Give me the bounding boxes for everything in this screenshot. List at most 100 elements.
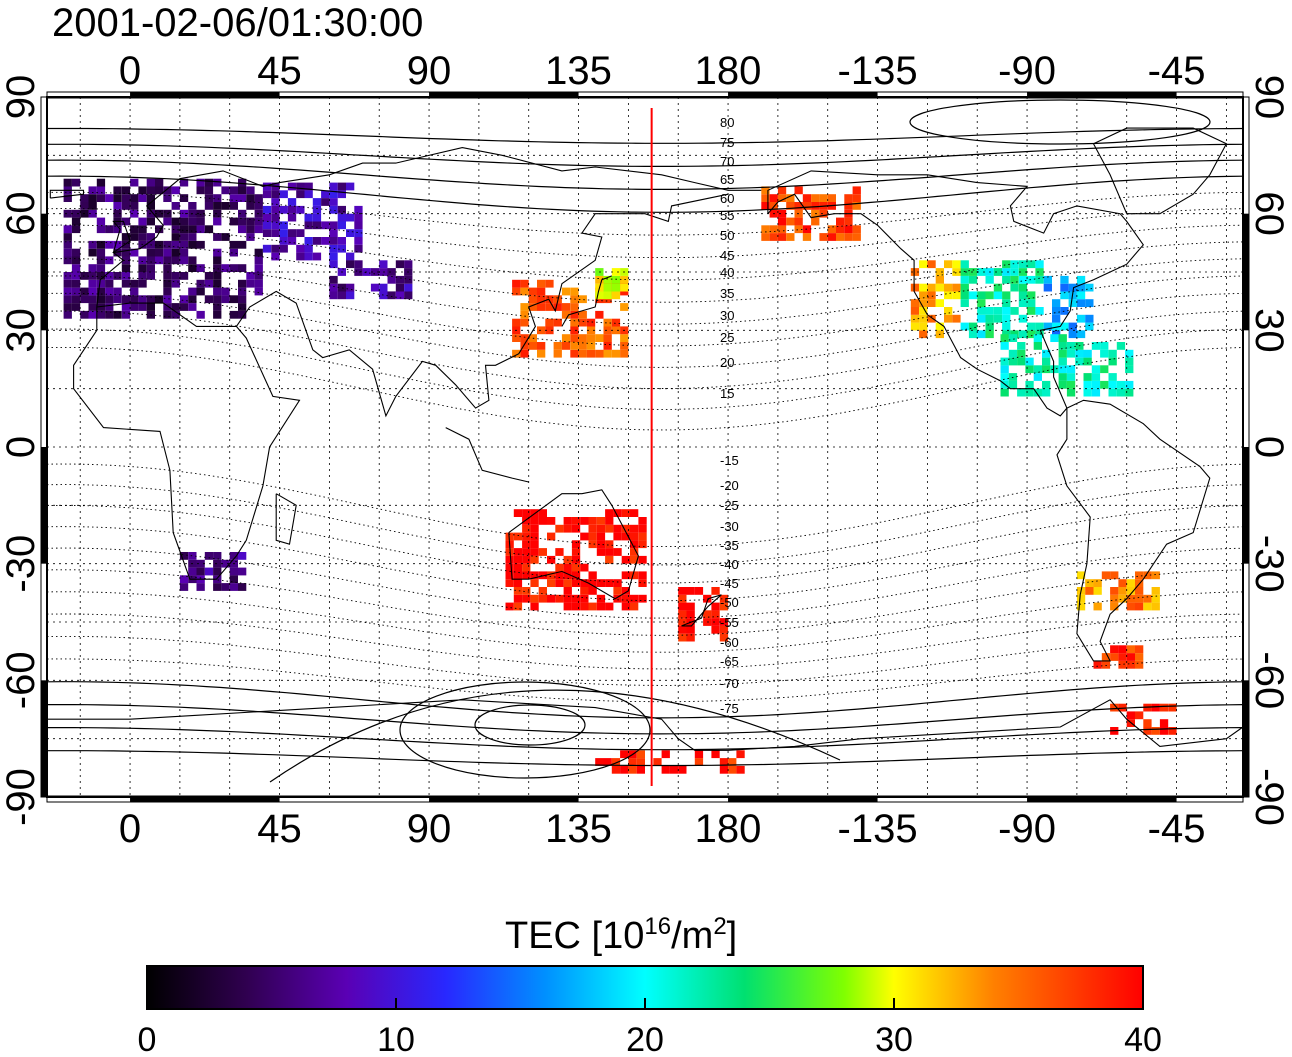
tec-cell xyxy=(919,283,928,292)
tec-cell xyxy=(71,225,81,234)
tec-cell xyxy=(977,314,986,323)
tec-cell xyxy=(213,287,222,296)
tec-cell xyxy=(1000,357,1009,366)
contour-line xyxy=(46,569,1244,636)
x-tick-label: 90 xyxy=(407,807,452,851)
tec-cell xyxy=(1135,602,1144,611)
tec-cell xyxy=(1101,653,1111,661)
figure-title: 2001-02-06/01:30:00 xyxy=(52,1,423,45)
y-tick-label: -60 xyxy=(1247,651,1291,709)
tec-cell xyxy=(262,182,272,191)
tec-cell xyxy=(630,594,639,603)
tec-cell xyxy=(80,202,89,210)
tec-cell xyxy=(238,279,247,288)
tec-cell xyxy=(138,186,147,195)
tec-cell xyxy=(88,279,97,288)
tec-cell xyxy=(188,295,197,304)
tec-cell xyxy=(130,178,139,187)
tec-cell xyxy=(985,322,994,331)
tec-cell xyxy=(1035,322,1044,331)
tec-cell xyxy=(1058,373,1067,381)
tec-cell xyxy=(605,555,614,564)
tec-cell xyxy=(522,532,531,541)
tec-cell xyxy=(586,318,596,327)
tec-cell xyxy=(719,602,729,611)
tec-cell xyxy=(346,213,355,222)
tec-cell xyxy=(960,275,969,284)
tec-cell xyxy=(786,202,795,210)
tec-cell xyxy=(213,264,222,272)
tec-cell xyxy=(621,555,630,564)
tec-cell xyxy=(105,295,114,304)
x-tick-label: -135 xyxy=(838,807,918,851)
tec-cell xyxy=(337,291,346,300)
tec-cell xyxy=(296,182,305,191)
tec-cell xyxy=(630,555,639,564)
tec-cell xyxy=(1085,587,1094,595)
tec-cell xyxy=(321,198,330,206)
tec-cell xyxy=(686,610,695,619)
x-tick-label: -90 xyxy=(998,49,1056,93)
tec-cell xyxy=(985,330,994,339)
tec-cell xyxy=(588,524,597,533)
tec-cell xyxy=(1093,587,1102,595)
tec-cell xyxy=(513,532,523,541)
tec-cell xyxy=(827,194,836,202)
tec-cell xyxy=(1066,365,1076,374)
x-tick-label: -45 xyxy=(1148,807,1206,851)
tec-cell xyxy=(603,349,612,358)
tec-cell xyxy=(563,594,572,603)
tec-cell xyxy=(171,186,180,195)
tec-cell xyxy=(138,194,147,202)
tec-cell xyxy=(611,758,621,766)
tec-cell xyxy=(63,178,72,187)
y-tick-label: 30 xyxy=(1247,308,1291,353)
tec-cell xyxy=(977,307,986,315)
tec-cell xyxy=(312,213,322,222)
tec-cell xyxy=(188,287,197,296)
contour-label: -65 xyxy=(720,654,739,669)
colorbar-tick-label: 40 xyxy=(1124,1021,1162,1057)
tec-cell xyxy=(130,279,139,288)
contour-line xyxy=(46,175,1244,213)
tec-cell xyxy=(952,314,961,323)
tec-cell xyxy=(977,291,986,300)
contour-label: 65 xyxy=(720,172,734,187)
tec-cell xyxy=(571,524,581,533)
tec-cell xyxy=(296,252,305,261)
contour-label: 80 xyxy=(720,115,734,130)
tec-cell xyxy=(329,244,338,253)
frame-tick-segment xyxy=(1243,447,1249,564)
tec-cell xyxy=(596,517,606,525)
tec-cell xyxy=(786,194,795,202)
tec-cell xyxy=(1118,703,1127,712)
tec-cell xyxy=(1126,653,1135,661)
tec-cell xyxy=(204,295,214,304)
colorbar-ticks: 0 10 20 30 40 xyxy=(138,998,1162,1057)
tec-cell xyxy=(1110,587,1119,595)
tec-cell xyxy=(621,594,630,603)
tec-cell xyxy=(761,225,770,234)
tec-cell xyxy=(638,517,647,525)
tec-cell xyxy=(1075,349,1084,358)
tec-cell xyxy=(505,555,514,564)
tec-cell xyxy=(63,287,72,296)
tec-cell xyxy=(1076,594,1086,603)
tec-cell xyxy=(538,548,547,556)
tec-cell xyxy=(545,295,554,304)
tec-cell xyxy=(596,548,606,556)
tec-cell xyxy=(1050,365,1059,374)
tec-cell xyxy=(1118,660,1127,669)
tec-cell xyxy=(786,217,795,226)
tec-cell xyxy=(1058,342,1067,350)
y-tick-label: 0 xyxy=(1247,436,1291,458)
tec-cell xyxy=(163,279,172,288)
tec-cell xyxy=(146,256,155,265)
tec-cell xyxy=(138,264,147,272)
tec-cell xyxy=(960,299,969,307)
tec-cell xyxy=(512,318,521,327)
tec-cell xyxy=(354,268,363,276)
tec-cell xyxy=(586,349,596,358)
tec-cell xyxy=(188,303,197,311)
tec-cell xyxy=(580,517,589,525)
